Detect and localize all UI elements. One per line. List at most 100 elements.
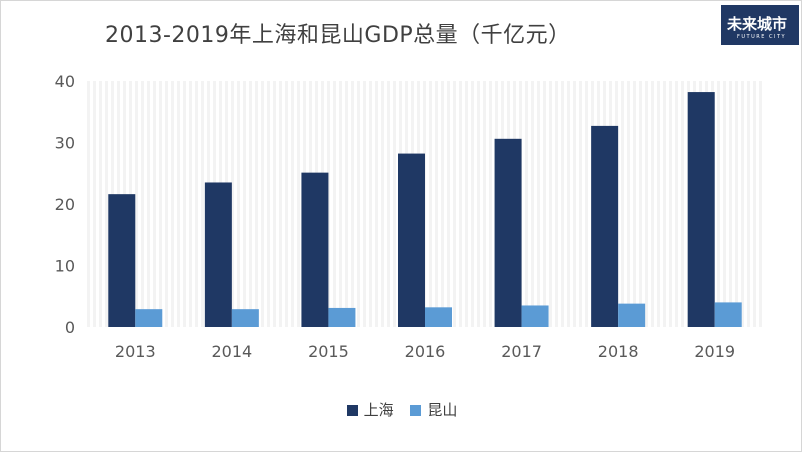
bar-series-1-2014 [204, 182, 232, 327]
grid-stripe [531, 81, 534, 327]
grid-stripe [753, 81, 756, 327]
grid-stripe [195, 81, 198, 327]
logo-subtitle: FUTURE CITY [737, 34, 787, 40]
grid-stripe [93, 81, 96, 327]
grid-stripe [471, 81, 474, 327]
grid-stripe [717, 81, 720, 327]
x-tick-label: 2017 [501, 342, 542, 361]
grid-stripe [135, 81, 138, 327]
grid-stripe [201, 81, 204, 327]
grid-stripe [291, 81, 294, 327]
legend-label: 昆山 [427, 401, 458, 419]
grid-stripe [357, 81, 360, 327]
x-tick-label: 2014 [211, 342, 252, 361]
bar-series-2-2013 [135, 309, 163, 327]
grid-stripe [525, 81, 528, 327]
grid-stripe [453, 81, 456, 327]
grid-stripe [477, 81, 480, 327]
bar-series-2-2017 [521, 305, 549, 327]
legend: 上海 昆山 [1, 399, 802, 420]
grid-stripe [735, 81, 738, 327]
grid-stripe [249, 81, 252, 327]
grid-stripe [243, 81, 246, 327]
grid-stripe [723, 81, 726, 327]
grid-stripe [369, 81, 372, 327]
legend-item-series-1: 上海 [346, 399, 394, 420]
logo-mark: 未来城市 [727, 15, 788, 33]
grid-stripe [261, 81, 264, 327]
x-tick-label: 2018 [598, 342, 639, 361]
grid-stripe [627, 81, 630, 327]
bar-series-2-2016 [425, 307, 452, 327]
grid-stripe [183, 81, 186, 327]
grid-stripe [393, 81, 396, 327]
bar-chart: 0 10 20 30 40 2013 2014 2015 2016 2017 2018 2019 [55, 72, 762, 361]
grid-stripe [741, 81, 744, 327]
grid-stripe [159, 81, 162, 327]
grid-stripe [747, 81, 750, 327]
x-axis: 2013 2014 2015 2016 2017 2018 2019 [115, 342, 735, 361]
grid-stripe [465, 81, 468, 327]
grid-stripe [459, 81, 462, 327]
grid-stripe [177, 81, 180, 327]
grid-stripe [585, 81, 588, 327]
grid-stripe [285, 81, 288, 327]
grid-stripe [255, 81, 258, 327]
grid-stripe [669, 81, 672, 327]
grid-stripe [435, 81, 438, 327]
legend-item-series-2: 昆山 [410, 399, 457, 420]
grid-stripe [231, 81, 234, 327]
grid-stripe [363, 81, 366, 327]
bar-series-1-2017 [494, 138, 522, 327]
bar-series-1-2019 [687, 92, 715, 327]
grid-stripe [441, 81, 444, 327]
grid-stripe [339, 81, 342, 327]
bar-series-1-2013 [108, 194, 136, 327]
legend-label: 上海 [363, 401, 394, 419]
grid-stripe [87, 81, 90, 327]
plot-background [87, 81, 762, 327]
grid-stripe [639, 81, 642, 327]
bar-series-1-2015 [301, 172, 329, 327]
grid-stripe [633, 81, 636, 327]
grid-stripe [351, 81, 354, 327]
grid-stripe [447, 81, 450, 327]
grid-stripe [555, 81, 558, 327]
grid-stripe [141, 81, 144, 327]
grid-stripe [729, 81, 732, 327]
grid-stripe [297, 81, 300, 327]
grid-stripe [561, 81, 564, 327]
grid-stripe [573, 81, 576, 327]
grid-stripe [483, 81, 486, 327]
grid-stripe [579, 81, 582, 327]
bar-series [108, 92, 742, 328]
grid-stripe [153, 81, 156, 327]
grid-stripe [549, 81, 552, 327]
bar-series-1-2018 [591, 125, 619, 328]
bar-series-2-2018 [618, 303, 646, 327]
legend-swatch [346, 405, 358, 416]
grid-stripe [651, 81, 654, 327]
x-tick-label: 2016 [405, 342, 446, 361]
grid-stripe [645, 81, 648, 327]
grid-stripe [189, 81, 192, 327]
y-tick-label: 0 [65, 318, 75, 337]
grid-stripe [381, 81, 384, 327]
bar-series-2-2014 [231, 309, 259, 327]
grid-stripe [429, 81, 432, 327]
y-axis: 0 10 20 30 40 [55, 72, 75, 337]
y-tick-label: 10 [55, 257, 75, 276]
grid-stripe [567, 81, 570, 327]
bar-series-2-2015 [328, 307, 356, 327]
x-tick-label: 2019 [694, 342, 735, 361]
grid-stripe [675, 81, 678, 327]
y-tick-label: 20 [55, 195, 75, 214]
grid-stripe [105, 81, 108, 327]
grid-stripe [681, 81, 684, 327]
grid-stripe [489, 81, 492, 327]
bar-series-1-2016 [398, 153, 425, 327]
grid-stripe [171, 81, 174, 327]
grid-stripe [267, 81, 270, 327]
grid-stripe [663, 81, 666, 327]
